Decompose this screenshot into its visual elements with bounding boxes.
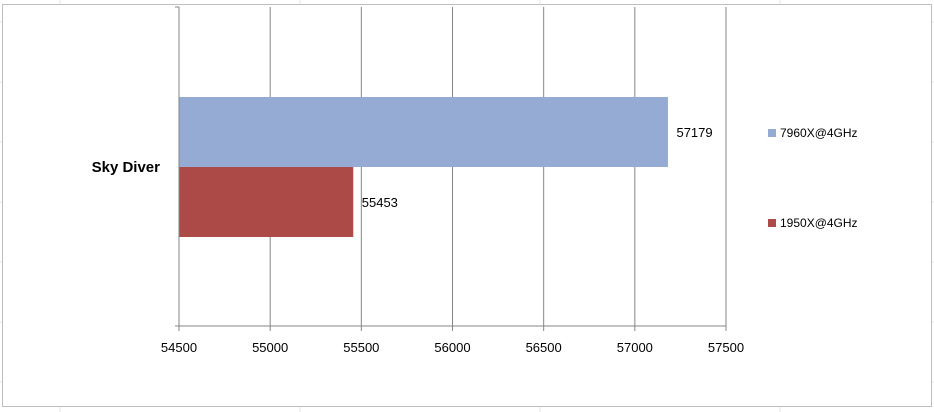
data-label: 57179 xyxy=(676,125,712,140)
category-label: Sky Diver xyxy=(92,159,161,176)
data-labels: 57179 55453 xyxy=(362,125,713,210)
bar xyxy=(179,97,668,167)
x-tick-label: 56500 xyxy=(526,340,562,355)
legend: 7960X@4GHz 1950X@4GHz xyxy=(768,126,858,230)
legend-label: 1950X@4GHz xyxy=(780,216,858,230)
x-tick-label: 57000 xyxy=(617,340,653,355)
legend-label: 7960X@4GHz xyxy=(780,126,858,140)
legend-swatch xyxy=(768,219,776,227)
chart-frame[interactable]: 57179 55453 54500 55000 55500 56000 56500 5700… xyxy=(2,4,932,407)
axes xyxy=(175,6,727,331)
bar xyxy=(179,167,354,237)
bar-chart: 57179 55453 54500 55000 55500 56000 56500 5700… xyxy=(92,6,858,355)
x-tick-label: 54500 xyxy=(161,340,197,355)
data-label: 55453 xyxy=(362,195,398,210)
x-tick-label: 55500 xyxy=(343,340,379,355)
x-tick-label: 57500 xyxy=(708,340,744,355)
x-tick-label: 56000 xyxy=(434,340,470,355)
legend-swatch xyxy=(768,129,776,137)
bars xyxy=(179,97,668,237)
category-labels: Sky Diver xyxy=(92,159,161,176)
x-tick-labels: 54500 55000 55500 56000 56500 57000 57500 xyxy=(161,340,744,355)
x-tick-label: 55000 xyxy=(252,340,288,355)
